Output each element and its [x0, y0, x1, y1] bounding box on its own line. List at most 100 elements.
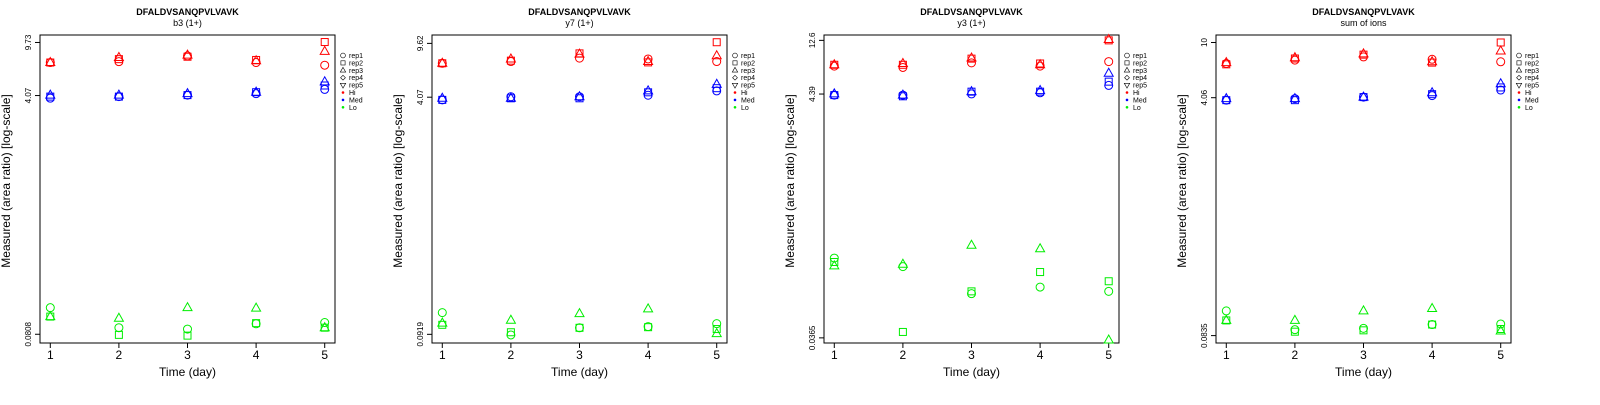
data-points	[1220, 38, 1507, 336]
data-point-lo-rep3	[828, 259, 840, 270]
data-points	[828, 33, 1115, 344]
x-tick-label: 2	[1292, 348, 1299, 362]
data-point-lo-rep2	[252, 319, 261, 328]
x-tick-label: 1	[1223, 348, 1230, 362]
data-point-hi-rep1	[898, 62, 908, 72]
legend-marker-hi	[341, 91, 345, 94]
x-tick-label: 1	[831, 348, 838, 362]
data-point-lo-rep2	[898, 327, 907, 336]
data-point-lo-rep2	[1290, 327, 1299, 336]
data-point-med-rep1	[183, 90, 192, 100]
legend-label: rep2	[349, 60, 363, 67]
data-point-lo-rep3	[436, 317, 448, 327]
legend-label: rep5	[1133, 83, 1147, 90]
data-point-hi-rep3	[828, 58, 840, 69]
y-tick-label: 0.0365	[808, 325, 817, 350]
data-point-lo-rep2	[1104, 277, 1113, 286]
legend-label: rep4	[1525, 75, 1539, 82]
legend-marker-rep4	[340, 74, 346, 81]
legend-label: Lo	[1133, 105, 1141, 112]
legend-label: Med	[1525, 97, 1539, 104]
legend-label: rep3	[1133, 68, 1147, 75]
chart-title: DFALDVSANQPVLVAVK	[1312, 7, 1415, 17]
legend-label: rep5	[741, 83, 755, 90]
y-tick-label: 12.6	[808, 32, 817, 48]
data-point-med-rep3	[897, 89, 909, 99]
plot-frame	[1215, 34, 1512, 344]
data-point-lo-rep2	[506, 328, 515, 337]
data-point-med-rep1	[251, 89, 261, 99]
data-point-med-rep3	[828, 87, 840, 98]
legend-marker-rep1	[1516, 52, 1522, 59]
data-point-lo-rep3	[250, 302, 262, 312]
data-point-med-rep3	[1220, 92, 1232, 103]
data-point-lo-rep3	[966, 239, 977, 249]
data-point-lo-rep2	[644, 323, 653, 332]
legend-marker-hi	[1125, 91, 1129, 94]
legend-label: Hi	[349, 90, 356, 97]
chart-subtitle: b3 (1+)	[173, 18, 202, 28]
data-point-med-rep3	[711, 78, 723, 88]
data-point-med-rep1	[1221, 95, 1231, 105]
x-tick-label: 5	[1105, 348, 1112, 362]
data-point-hi-rep1	[251, 58, 261, 68]
data-point-med-rep1	[712, 86, 722, 96]
data-point-hi-rep1	[1104, 57, 1114, 67]
legend-label: Lo	[1525, 105, 1533, 112]
legend-marker-rep1	[340, 52, 346, 59]
legend-label: rep2	[1133, 60, 1147, 67]
data-point-lo-rep1	[1427, 320, 1437, 330]
data-point-hi-rep1	[1035, 61, 1045, 71]
data-point-med-rep3	[44, 89, 56, 99]
data-point-med-rep3	[319, 75, 331, 86]
data-point-lo-rep2	[1359, 326, 1368, 335]
x-tick-label: 2	[116, 348, 123, 362]
data-point-lo-rep1	[1359, 323, 1368, 333]
legend-marker-rep5	[1123, 82, 1131, 89]
data-point-lo-rep3	[113, 312, 125, 322]
data-point-lo-rep1	[45, 303, 55, 313]
legend-marker-rep3	[1515, 66, 1523, 73]
legend-label: rep2	[741, 60, 755, 67]
x-tick-label: 3	[576, 348, 583, 362]
data-point-hi-rep1	[967, 58, 976, 68]
legend-marker-lo	[1517, 106, 1521, 109]
data-point-lo-rep2	[712, 325, 721, 334]
data-point-lo-rep3	[1220, 314, 1232, 324]
legend-marker-rep2	[340, 60, 346, 66]
chart-subtitle: y3 (1+)	[957, 18, 985, 28]
data-point-lo-rep3	[1426, 302, 1438, 312]
legend-marker-rep5	[731, 82, 739, 89]
data-point-lo-rep3	[319, 321, 331, 332]
data-point-hi-rep3	[897, 57, 909, 67]
data-point-hi-rep3	[319, 45, 331, 55]
plot-frame	[39, 34, 336, 344]
y-axis-label: Measured (area ratio) [log-scale]	[783, 94, 797, 267]
x-axis-label: Time (day)	[943, 365, 1000, 379]
legend-label: rep4	[349, 75, 363, 82]
x-tick-label: 2	[900, 348, 907, 362]
y-tick-label: 0.0919	[416, 322, 425, 347]
data-point-lo-rep3	[574, 307, 585, 318]
data-point-med-rep1	[1496, 85, 1506, 95]
data-point-lo-rep1	[1035, 282, 1045, 292]
y-tick-label: 4.07	[24, 87, 33, 103]
legend-marker-rep2	[1124, 60, 1130, 66]
legend-label: Med	[741, 97, 755, 104]
legend-marker-rep2	[1516, 60, 1522, 66]
legend-label: rep1	[741, 53, 755, 60]
data-point-hi-rep3	[1103, 33, 1115, 44]
data-point-med-rep1	[437, 95, 447, 105]
x-tick-label: 1	[47, 348, 54, 362]
legend-label: Lo	[741, 105, 749, 112]
data-point-med-rep3	[505, 92, 517, 102]
legend-label: rep1	[1525, 53, 1539, 60]
data-point-lo-rep1	[114, 323, 124, 333]
data-point-lo-rep2	[183, 331, 192, 340]
x-tick-label: 1	[439, 348, 446, 362]
data-point-hi-rep3	[1495, 44, 1507, 55]
